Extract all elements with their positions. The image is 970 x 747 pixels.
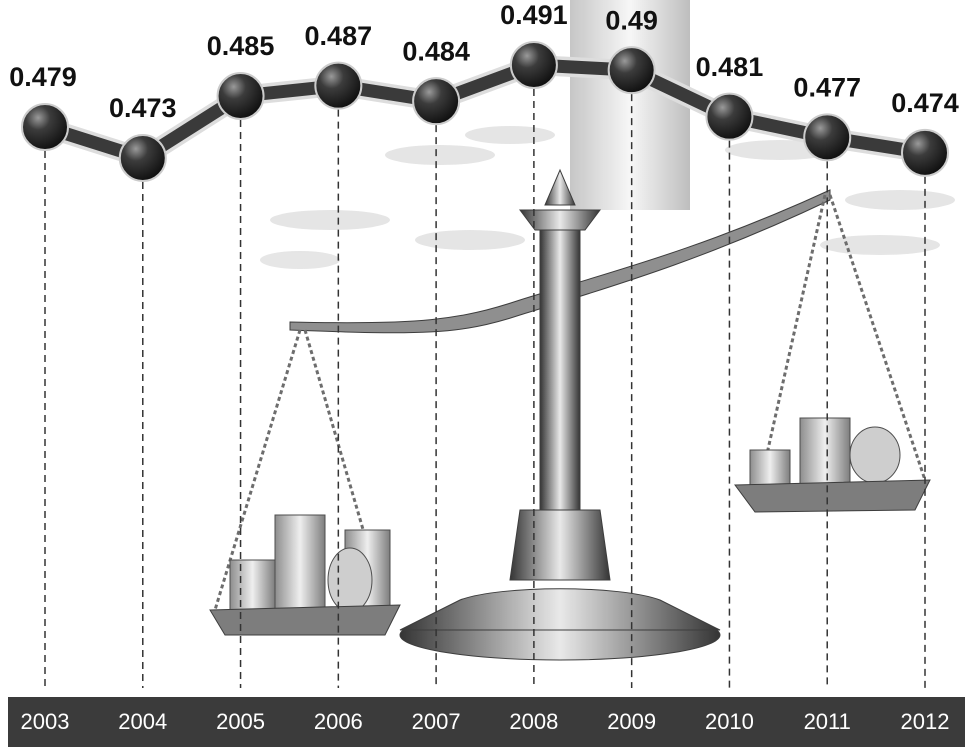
marker <box>609 47 655 93</box>
x-tick-label: 2012 <box>901 709 950 734</box>
value-label: 0.479 <box>9 62 77 92</box>
value-label: 0.485 <box>207 31 275 61</box>
x-tick-label: 2011 <box>804 709 851 734</box>
x-tick-label: 2006 <box>314 709 363 734</box>
marker <box>804 114 850 160</box>
chart: 0.479 0.473 0.485 0.487 0.484 0.491 0.49 0.481 0… <box>0 0 970 747</box>
value-label: 0.49 <box>605 5 658 35</box>
x-tick-label: 2003 <box>21 709 70 734</box>
marker <box>218 73 264 119</box>
x-tick-label: 2010 <box>705 709 754 734</box>
marker <box>315 63 361 109</box>
marker <box>902 130 948 176</box>
value-label: 0.477 <box>793 72 861 102</box>
x-tick-label: 2005 <box>216 709 265 734</box>
value-label: 0.473 <box>109 93 177 123</box>
marker <box>22 104 68 150</box>
x-tick-label: 2007 <box>412 709 461 734</box>
x-tick-label: 2009 <box>607 709 656 734</box>
marker <box>120 135 166 181</box>
x-tick-label: 2004 <box>118 709 167 734</box>
value-label: 0.491 <box>500 0 568 30</box>
marker <box>413 78 459 124</box>
value-label: 0.474 <box>891 88 959 118</box>
value-label: 0.487 <box>305 21 373 51</box>
value-label: 0.481 <box>696 52 764 82</box>
marker <box>706 94 752 140</box>
value-label: 0.484 <box>402 36 470 66</box>
marker <box>511 42 557 88</box>
x-tick-label: 2008 <box>509 709 558 734</box>
